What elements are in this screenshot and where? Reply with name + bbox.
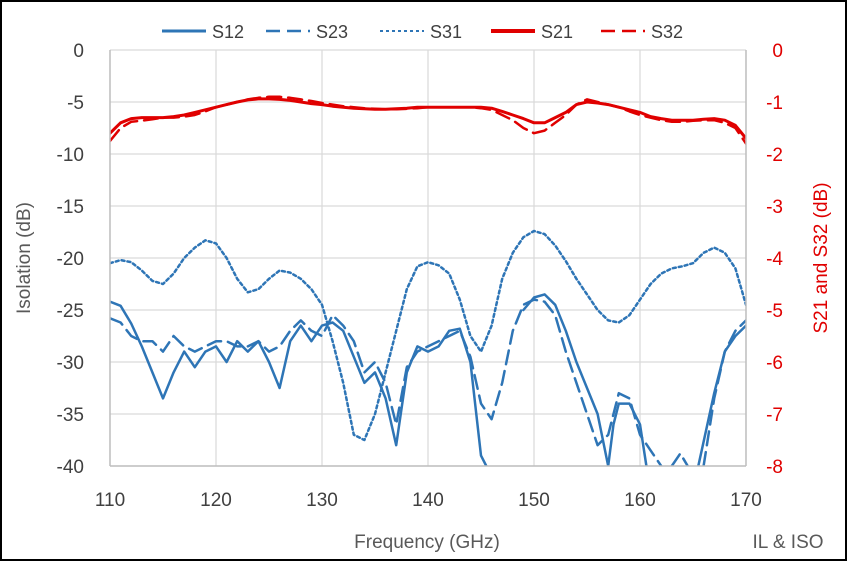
y-right-tick-label: -2 [766, 145, 783, 166]
legend-label: S23 [316, 22, 348, 42]
series-line-s12 [522, 293, 648, 466]
y-left-tick-label: -40 [57, 457, 84, 478]
axes [109, 50, 747, 467]
legend-label: S31 [430, 22, 462, 42]
y-right-tick-label: -7 [766, 405, 783, 426]
series-line-s31 [110, 229, 746, 442]
grid-lines [109, 49, 747, 467]
y-right-tick-label: -5 [766, 301, 783, 322]
y-right-tick-label: 0 [772, 41, 783, 62]
legend-label: S12 [212, 22, 244, 42]
corner-label: IL & ISO [752, 532, 823, 553]
series-line-s23 [110, 298, 663, 466]
y-right-axis-title: S21 and S32 (dB) [811, 182, 832, 333]
x-tick-label: 140 [412, 490, 444, 511]
series-line-s12 [697, 324, 746, 466]
y-left-tick-label: 0 [73, 41, 84, 62]
y-left-tick-label: -25 [57, 301, 84, 322]
legend-label: S32 [651, 22, 683, 42]
series-line-s23 [670, 452, 689, 466]
series-line-s23 [702, 319, 746, 466]
x-axis-title: Frequency (GHz) [354, 532, 500, 553]
legend-label: S21 [541, 22, 573, 42]
series-line-s32 [110, 95, 746, 145]
y-right-tick-label: -1 [766, 93, 783, 114]
series-line-s12 [110, 300, 488, 466]
x-tick-label: 130 [306, 490, 338, 511]
y-right-tick-label: -6 [766, 353, 783, 374]
y-right-tick-label: -8 [766, 457, 783, 478]
x-tick-label: 170 [730, 490, 762, 511]
y-right-tick-label: -4 [766, 249, 783, 270]
y-left-axis-title: Isolation (dB) [14, 202, 35, 314]
series-lines [110, 95, 746, 466]
x-tick-label: 150 [518, 490, 550, 511]
y-left-tick-label: -20 [57, 249, 84, 270]
y-left-tick-label: -10 [57, 145, 84, 166]
y-left-tick-label: -35 [57, 405, 84, 426]
y-left-tick-label: -15 [57, 197, 84, 218]
x-tick-label: 120 [200, 490, 232, 511]
x-tick-label: 110 [95, 490, 125, 511]
x-tick-label: 160 [624, 490, 656, 511]
y-left-tick-label: -30 [57, 353, 84, 374]
y-right-tick-label: -3 [766, 197, 783, 218]
y-left-tick-label: -5 [67, 93, 84, 114]
tick-labels: 110 120 130 140 150 160 1700-5-10-15-20-25-30-… [57, 41, 784, 511]
legend: S12 S23 S31 S21 S32 [162, 22, 683, 42]
